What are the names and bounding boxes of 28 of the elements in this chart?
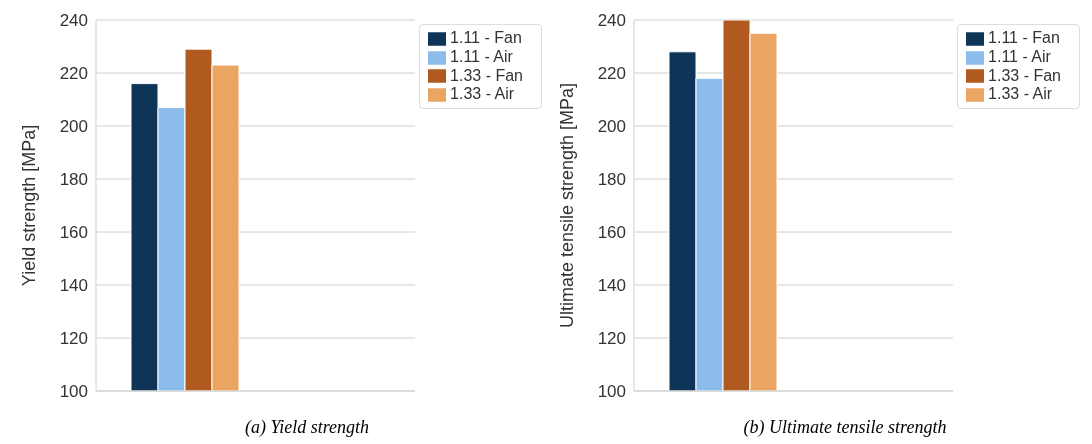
y-tick-label: 160 [59,223,88,243]
legend-label: 1.11 - Fan [988,29,1060,46]
y-tick-label: 200 [597,117,626,137]
y-tick-label: 220 [597,64,626,84]
y-tick-label: 220 [59,64,88,84]
legend-label: 1.33 - Fan [988,66,1061,84]
text: (a) Yield strength [244,417,370,438]
y-tick-label: 180 [597,170,626,190]
y-tick-label: 240 [597,11,626,31]
y-tick-label: 120 [597,329,626,349]
y-tick-label: 140 [597,276,626,296]
y-tick-label: 200 [59,117,88,137]
y-tick-label: 120 [59,329,88,349]
legend-label: 1.11 - Air [988,47,1051,65]
y-axis-title: Yield strength [MPa] [19,124,40,287]
y-tick-label: 240 [59,11,88,31]
legend-label: 1.33 - Air [988,85,1053,103]
legend-label: 1.11 - Air [450,47,513,65]
y-tick-label: 140 [59,276,88,296]
y-axis-title: Ultimate tensile strength [MPa] [557,82,578,329]
text: (b) Ultimate tensile strength [742,417,948,438]
y-tick-label: 100 [59,382,88,402]
legend-label: 1.33 - Fan [450,66,523,84]
y-tick-label: 180 [59,170,88,190]
y-tick-label: 160 [597,223,626,243]
legend-label: 1.33 - Air [450,85,515,103]
legend-label: 1.11 - Fan [450,29,522,46]
y-tick-label: 100 [597,382,626,402]
